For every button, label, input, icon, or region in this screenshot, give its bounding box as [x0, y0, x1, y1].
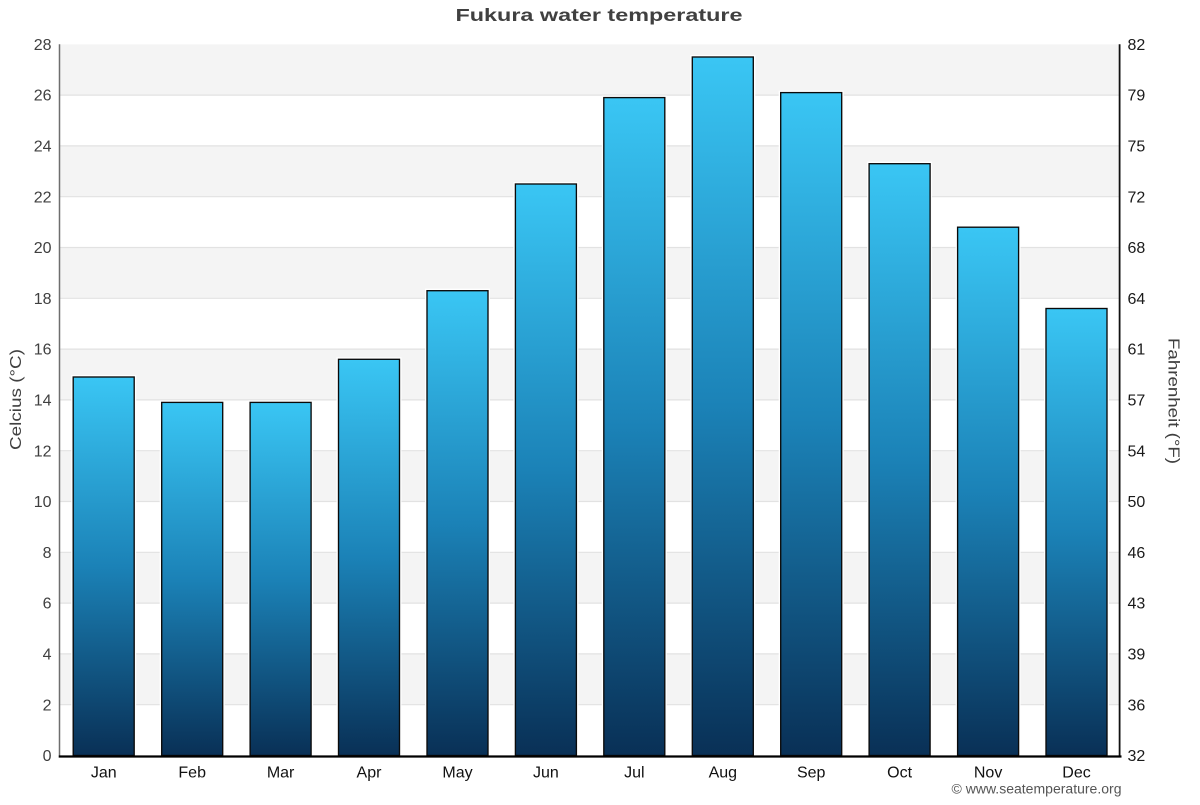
svg-text:Fahrenheit (°F): Fahrenheit (°F): [1165, 338, 1182, 464]
svg-text:72: 72: [1128, 189, 1146, 206]
svg-text:Jul: Jul: [624, 765, 644, 782]
svg-text:28: 28: [34, 37, 52, 54]
svg-text:Oct: Oct: [887, 765, 912, 782]
svg-text:43: 43: [1128, 596, 1146, 613]
svg-text:50: 50: [1128, 494, 1146, 511]
svg-text:0: 0: [43, 748, 52, 765]
svg-text:36: 36: [1128, 697, 1146, 714]
svg-text:Nov: Nov: [974, 765, 1002, 782]
svg-text:46: 46: [1128, 545, 1146, 562]
svg-text:61: 61: [1128, 342, 1146, 359]
svg-text:68: 68: [1128, 240, 1146, 257]
svg-text:64: 64: [1128, 291, 1146, 308]
svg-text:79: 79: [1128, 88, 1146, 105]
svg-text:May: May: [442, 765, 472, 782]
svg-text:Apr: Apr: [357, 765, 383, 782]
svg-text:Mar: Mar: [267, 765, 295, 782]
svg-text:6: 6: [43, 596, 52, 613]
svg-text:Dec: Dec: [1062, 765, 1090, 782]
svg-text:12: 12: [34, 443, 52, 460]
svg-text:© www.seatemperature.org: © www.seatemperature.org: [952, 782, 1122, 797]
svg-text:10: 10: [34, 494, 52, 511]
svg-text:26: 26: [34, 88, 52, 105]
svg-text:Celcius (°C): Celcius (°C): [8, 349, 25, 450]
svg-text:4: 4: [43, 647, 52, 664]
svg-text:8: 8: [43, 545, 52, 562]
svg-text:24: 24: [34, 139, 52, 156]
svg-text:32: 32: [1128, 748, 1146, 765]
svg-text:14: 14: [34, 393, 52, 410]
svg-text:18: 18: [34, 291, 52, 308]
svg-text:82: 82: [1128, 37, 1146, 54]
svg-text:2: 2: [43, 697, 52, 714]
svg-text:Feb: Feb: [178, 765, 206, 782]
svg-text:39: 39: [1128, 647, 1146, 664]
svg-text:Aug: Aug: [709, 765, 737, 782]
svg-text:54: 54: [1128, 443, 1146, 460]
svg-text:57: 57: [1128, 393, 1146, 410]
svg-text:75: 75: [1128, 139, 1146, 156]
svg-text:Sep: Sep: [797, 765, 826, 782]
svg-text:Jan: Jan: [91, 765, 117, 782]
svg-text:20: 20: [34, 240, 52, 257]
svg-text:Jun: Jun: [533, 765, 559, 782]
svg-text:16: 16: [34, 342, 52, 359]
svg-text:Fukura water temperature: Fukura water temperature: [456, 5, 743, 25]
svg-text:22: 22: [34, 189, 52, 206]
